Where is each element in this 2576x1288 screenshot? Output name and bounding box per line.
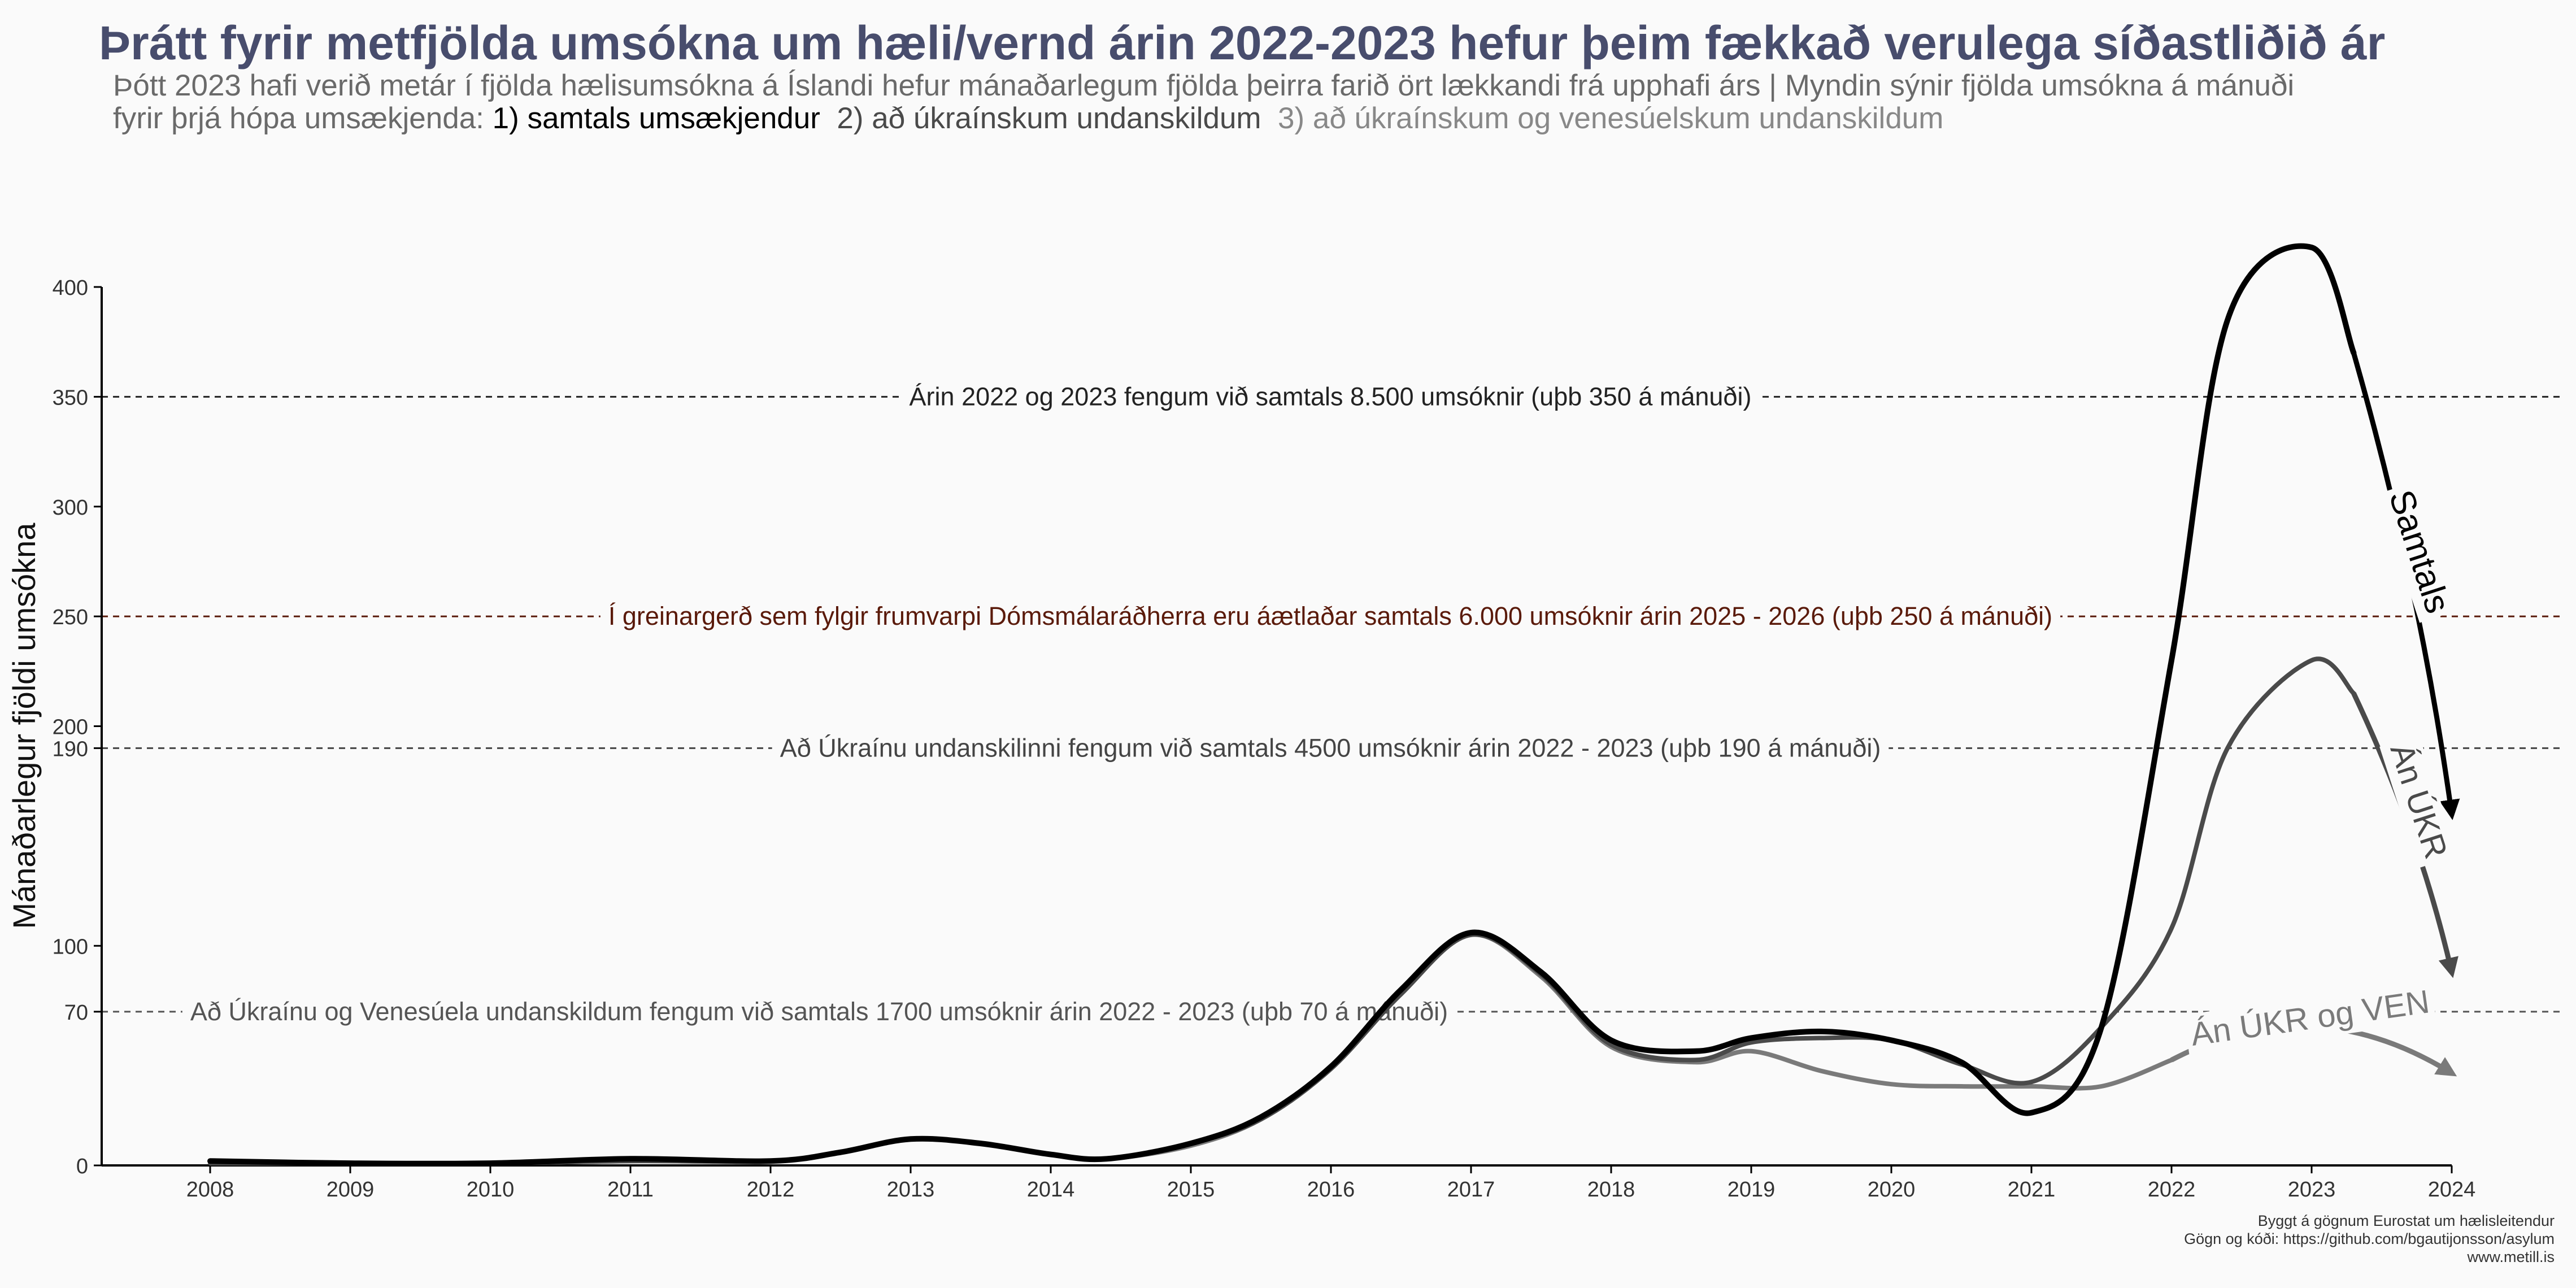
x-tick-label: 2020 [1868,1178,1916,1202]
x-tick-label: 2019 [1728,1178,1776,1202]
subtitle-prefix: fyrir þrjá hópa umsækjenda: [113,102,493,135]
y-tick-label: 100 [53,935,88,959]
x-tick-label: 2022 [2148,1178,2196,1202]
series-line-a-n-u-kr-og-ven [208,932,2174,1166]
arrow-label-background [2183,980,2436,1056]
reference-label-background [772,731,1889,765]
subtitle-group-no-ukr-ven: 3) að úkraínskum og venesúelskum undansk… [1278,102,1944,135]
reference-label-190: Að Úkraínu undanskilinni fengum við samt… [780,733,1881,762]
x-tick-label: 2017 [1447,1178,1495,1202]
x-tick-label: 2010 [467,1178,515,1202]
reference-label-background [901,380,1760,414]
x-tick-label: 2018 [1587,1178,1635,1202]
chart-subtitle-line1: Þótt 2023 hafi verið metár í fjölda hæli… [113,69,2295,102]
reference-label-background [182,994,1456,1028]
x-tick-label: 2015 [1167,1178,1215,1202]
x-tick-label: 2011 [607,1178,654,1202]
y-tick-label: 190 [53,737,88,761]
footer-site[interactable]: www.metill.is [2467,1248,2555,1265]
x-tick-label: 2012 [747,1178,795,1202]
x-tick-label: 2024 [2428,1178,2476,1202]
y-tick-label: 400 [53,276,88,300]
x-tick-label: 2021 [2008,1178,2056,1202]
arrow-label-samtals: Samtals [2381,485,2457,617]
reference-label-250: Í greinargerð sem fylgir frumvarpi Dómsm… [608,602,2052,630]
y-tick-label: 300 [53,496,88,520]
y-tick-label: 0 [76,1155,88,1178]
chart-title: Þrátt fyrir metfjölda umsókna um hæli/ve… [99,16,2386,69]
y-tick-label: 70 [64,1001,88,1025]
series-line-samtals [207,243,2357,1167]
x-tick-label: 2016 [1307,1178,1355,1202]
subtitle-group-total: 1) samtals umsækjendur [492,102,820,135]
reference-label-350: Árin 2022 og 2023 fengum við samtals 8.5… [910,382,1752,411]
footer-code-link[interactable]: Gögn og kóði: https://github.com/bgautij… [2184,1230,2555,1247]
chart-subtitle-line2: fyrir þrjá hópa umsækjenda: 1) samtals u… [113,102,1943,136]
reference-lines: Árin 2022 og 2023 fengum við samtals 8.5… [102,380,2562,1028]
y-tick-label: 250 [53,606,88,629]
series-lines [207,243,2357,1167]
arrow-label-background [2379,734,2458,868]
x-tick-label: 2014 [1027,1178,1075,1202]
x-tick-label: 2008 [186,1178,234,1202]
x-tick-label: 2023 [2288,1178,2336,1202]
arrow-label-background [2378,480,2461,623]
x-tick-label: 2009 [327,1178,375,1202]
y-tick-label: 350 [53,386,88,410]
x-tick-label: 2013 [887,1178,935,1202]
reference-label-background [600,599,2061,633]
footer-source: Byggt á gögnum Eurostat um hælisleitendu… [2257,1212,2555,1229]
y-tick-label: 200 [53,716,88,739]
subtitle-group-no-ukr: 2) að úkraínskum undanskildum [837,102,1261,135]
y-axis-title: Mánaðarlegur fjöldi umsókna [6,523,42,929]
reference-label-70: Að Úkraínu og Venesúela undanskildum fen… [190,997,1448,1026]
